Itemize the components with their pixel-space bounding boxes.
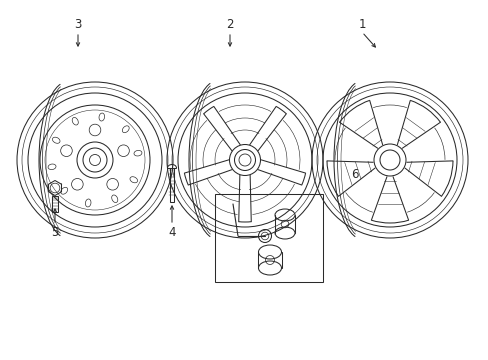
Bar bbox=[169, 168, 174, 202]
Bar bbox=[52, 195, 58, 211]
Text: 5: 5 bbox=[51, 225, 59, 238]
Text: 4: 4 bbox=[168, 225, 175, 238]
Text: 1: 1 bbox=[358, 18, 365, 31]
Text: 3: 3 bbox=[74, 18, 81, 31]
Text: 2: 2 bbox=[226, 18, 233, 31]
Text: 6: 6 bbox=[350, 168, 358, 181]
Bar bbox=[215, 194, 323, 282]
